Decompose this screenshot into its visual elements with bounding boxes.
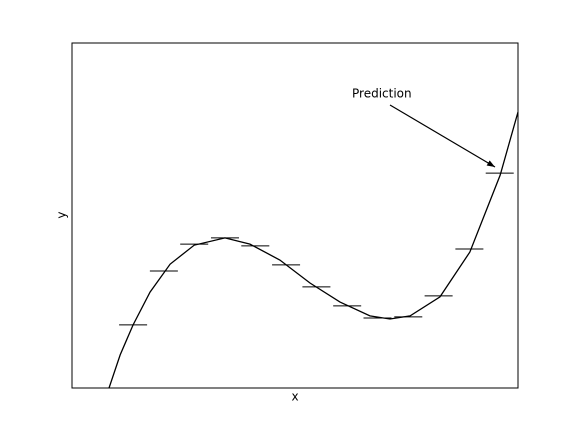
annotation-text: Prediction <box>352 87 412 101</box>
x-axis-label: x <box>291 390 298 404</box>
y-axis-label: y <box>55 211 69 218</box>
plot-frame <box>71 42 519 389</box>
annotation-arrow <box>389 104 496 168</box>
curve <box>108 111 519 389</box>
